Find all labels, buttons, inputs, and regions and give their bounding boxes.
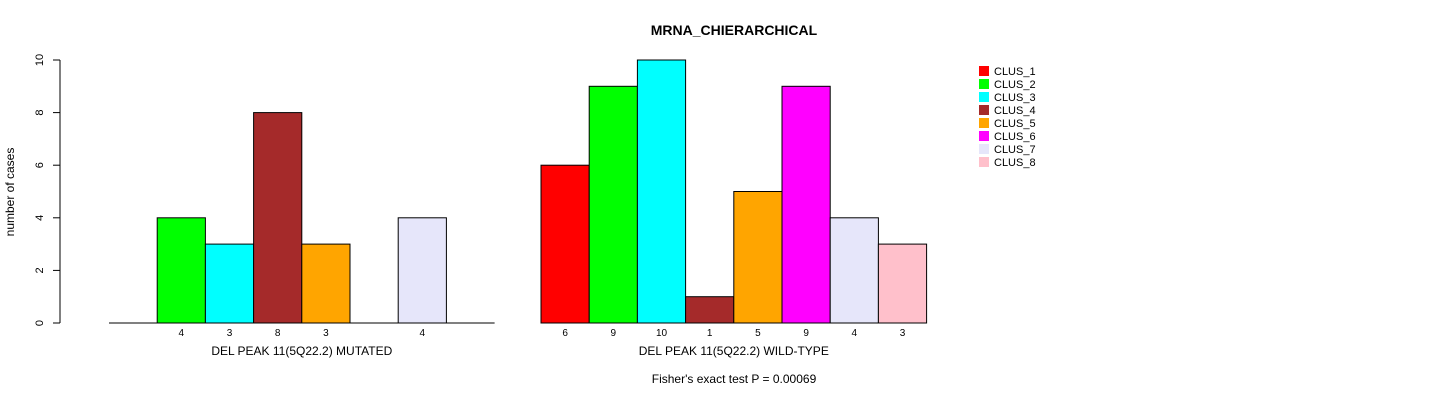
y-tick-label: 8 [34,110,46,116]
bar-count-label: 9 [611,328,617,339]
bar-panel1-clus-2 [156,217,206,324]
bar-panel1-clus-7 [397,217,447,324]
legend-swatch [979,105,989,115]
legend-swatch [979,157,989,167]
bar-count-label: 3 [227,328,233,339]
y-tick-label: 6 [34,162,46,168]
bar-count-label: 10 [656,328,668,339]
bar-panel1-clus-4 [253,112,303,324]
bar-count-label: 3 [323,328,329,339]
legend-swatch [979,131,989,141]
bar-count-label: 6 [562,328,568,339]
legend-label: CLUS_8 [994,157,1036,169]
y-tick-label: 0 [34,320,46,326]
legend-label: CLUS_5 [994,118,1036,130]
y-axis: 0 2 4 6 8 10 [34,54,61,326]
legend-label: CLUS_2 [994,79,1036,91]
legend-swatch [979,92,989,102]
y-tick-label: 2 [34,267,46,273]
fisher-test-label: Fisher's exact test P = 0.00069 [652,372,817,386]
bar-panel2-clus-4 [685,296,735,324]
bar-count-label: 4 [420,328,426,339]
legend-swatch [979,118,989,128]
legend: CLUS_1CLUS_2CLUS_3CLUS_4CLUS_5CLUS_6CLUS… [979,66,1036,169]
legend-label: CLUS_7 [994,144,1036,156]
bar-count-label: 5 [755,328,761,339]
legend-label: CLUS_6 [994,131,1036,143]
panels: 4 3 8 3 4 DEL PEAK 11(5Q22.2) MUTATED 6 9 10 1 5 9 4… [109,59,928,358]
y-tick-label: 4 [34,215,46,221]
legend-swatch [979,144,989,154]
bar-count-label: 4 [852,328,858,339]
bar-panel2-clus-3 [636,59,687,324]
panel-2: 6 9 10 1 5 9 4 3 DEL PEAK 11(5Q22.2) WILD-TYPE [540,59,928,358]
bar-count-label: 9 [803,328,809,339]
bar-panel2-clus-2 [588,85,638,324]
bar-panel2-clus-1 [540,164,590,324]
panel-1: 4 3 8 3 4 DEL PEAK 11(5Q22.2) MUTATED [109,112,495,358]
bar-panel2-clus-5 [733,191,783,324]
bar-count-label: 3 [900,328,906,339]
y-tick-label: 10 [34,54,46,66]
chart-title: MRNA_CHIERARCHICAL [651,22,818,38]
x-axis-title: DEL PEAK 11(5Q22.2) WILD-TYPE [639,344,829,358]
bar-panel2-clus-7 [829,217,879,324]
bar-count-label: 8 [275,328,281,339]
bar-count-label: 4 [179,328,185,339]
bar-count-label: 1 [707,328,713,339]
bar-panel1-clus-3 [204,243,255,324]
y-axis-title: number of cases [3,148,17,237]
bar-panel2-clus-6 [781,85,831,324]
legend-swatch [979,79,989,89]
legend-label: CLUS_4 [994,105,1036,117]
legend-label: CLUS_1 [994,66,1036,78]
bar-panel2-clus-8 [877,243,928,324]
legend-swatch [979,66,989,76]
bar-panel1-clus-5 [301,243,351,324]
legend-label: CLUS_3 [994,92,1036,104]
x-axis-title: DEL PEAK 11(5Q22.2) MUTATED [211,344,392,358]
